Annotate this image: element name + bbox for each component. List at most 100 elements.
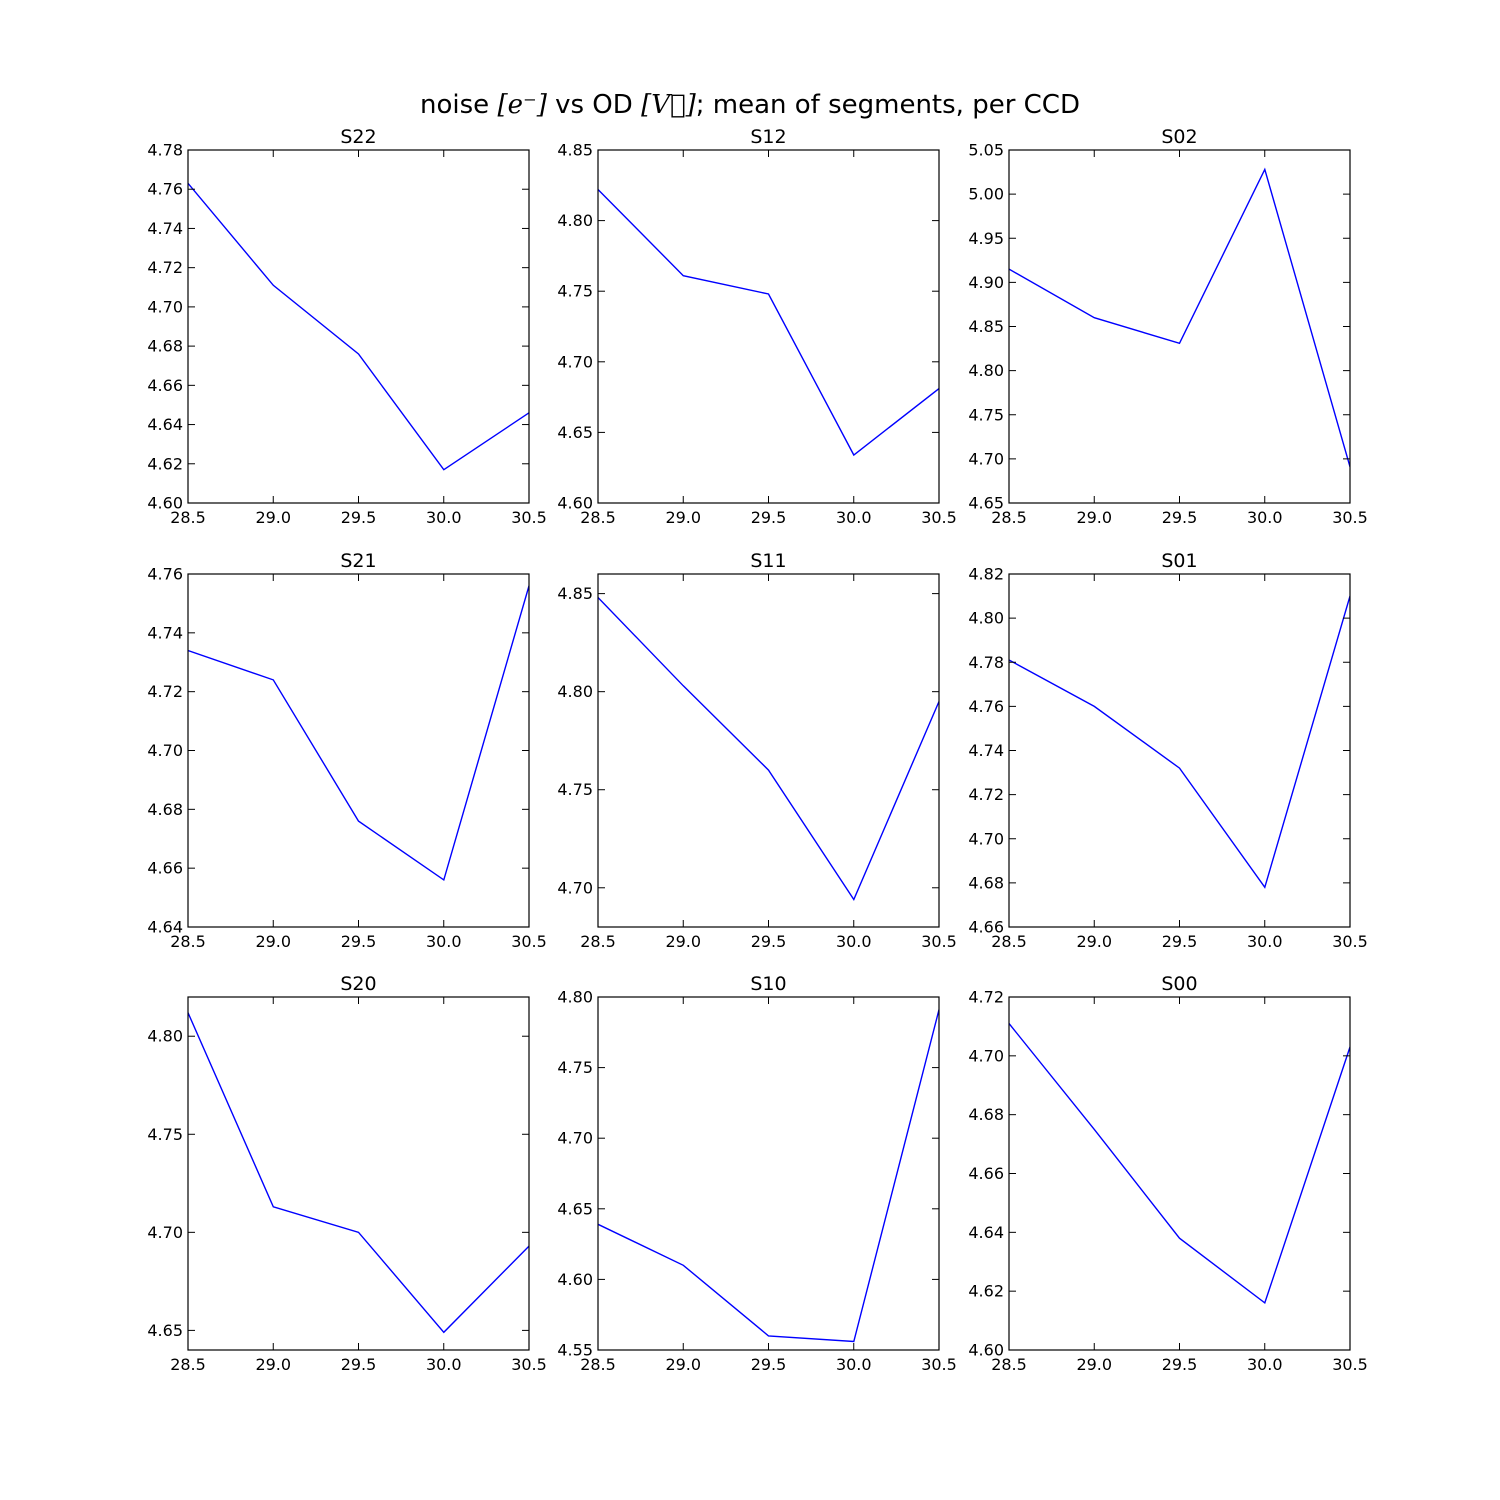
x-tick-label: 29.0 (1076, 508, 1112, 527)
y-tick-label: 4.66 (147, 859, 183, 878)
y-tick-label: 4.72 (147, 258, 183, 277)
x-tick-label: 29.5 (341, 508, 377, 527)
x-tick-label: 29.5 (751, 508, 787, 527)
x-tick-label: 28.5 (170, 932, 206, 951)
panel-s22: S22 28.5 29.0 29.5 30.0 30.5 4.60 4.62 4.64 4.66 4… (147, 126, 546, 527)
series-line (188, 585, 529, 882)
y-tick-label: 4.64 (968, 1223, 1004, 1242)
x-tick-label: 28.5 (991, 932, 1027, 951)
y-tick-label: 4.65 (557, 423, 593, 442)
y-tick-label: 4.70 (968, 829, 1004, 848)
y-tick-label: 4.76 (147, 180, 183, 199)
y-tick-label: 4.68 (968, 873, 1004, 892)
y-tick-label: 4.60 (557, 1270, 593, 1289)
y-tick-label: 4.75 (557, 780, 593, 799)
y-tick-label: 4.78 (968, 653, 1004, 672)
x-tick-label: 30.5 (921, 1355, 957, 1374)
panel-title: S20 (340, 973, 376, 995)
panel-title: S01 (1161, 550, 1197, 572)
y-tick-label: 4.66 (968, 918, 1004, 937)
x-tick-label: 30.0 (836, 1355, 872, 1374)
panel-title: S22 (340, 126, 376, 148)
y-tick-label: 4.80 (557, 682, 593, 701)
axes-frame (187, 149, 530, 504)
panel-title: S10 (750, 973, 786, 995)
y-tick-label: 4.75 (968, 405, 1004, 424)
x-tick-label: 29.0 (255, 932, 291, 951)
panel-title: S12 (750, 126, 786, 148)
y-tick-label: 4.65 (147, 1321, 183, 1340)
x-tick-label: 28.5 (991, 1355, 1027, 1374)
y-tick-label: 5.05 (968, 141, 1004, 160)
panel-s11: S11 28.5 29.0 29.5 30.0 30.5 4.70 4.75 4.80 4.85 (557, 550, 956, 951)
y-tick-label: 4.80 (557, 211, 593, 230)
series-line (188, 182, 529, 471)
x-tick-label: 30.5 (511, 1355, 547, 1374)
y-tick-label: 4.70 (968, 449, 1004, 468)
y-tick-label: 4.75 (557, 282, 593, 301)
series-line (1009, 595, 1350, 889)
x-tick-label: 28.5 (991, 508, 1027, 527)
y-tick-label: 4.85 (968, 317, 1004, 336)
panel-title: S02 (1161, 126, 1197, 148)
y-tick-label: 4.74 (968, 741, 1004, 760)
x-tick-label: 29.5 (1162, 932, 1198, 951)
x-tick-label: 30.0 (1247, 932, 1283, 951)
x-tick-label: 29.5 (1162, 1355, 1198, 1374)
y-tick-label: 4.70 (968, 1046, 1004, 1065)
title-part-volt-unit: [V⃗] (641, 90, 697, 120)
y-tick-label: 4.68 (147, 800, 183, 819)
axes-frame (1008, 573, 1351, 928)
x-tick-label: 29.0 (665, 1355, 701, 1374)
y-tick-label: 4.66 (147, 376, 183, 395)
axes-frame (597, 149, 940, 504)
panel-title: S21 (340, 550, 376, 572)
x-tick-label: 29.5 (751, 932, 787, 951)
x-tick-label: 28.5 (580, 508, 616, 527)
x-tick-label: 28.5 (170, 508, 206, 527)
x-tick-label: 30.5 (921, 508, 957, 527)
y-tick-label: 4.60 (557, 494, 593, 513)
x-tick-label: 30.0 (426, 1355, 462, 1374)
y-tick-label: 4.70 (557, 352, 593, 371)
x-tick-label: 30.5 (1332, 932, 1368, 951)
axes-frame (597, 996, 940, 1351)
y-tick-label: 4.75 (147, 1125, 183, 1144)
x-tick-label: 29.5 (1162, 508, 1198, 527)
title-part-electron-unit: [e⁻] (497, 90, 547, 120)
y-tick-label: 4.55 (557, 1341, 593, 1360)
panel-s00: S00 28.5 29.0 29.5 30.0 30.5 4.60 4.62 4.64 4.66 4… (968, 973, 1367, 1374)
y-tick-label: 4.80 (147, 1027, 183, 1046)
x-tick-label: 29.0 (665, 932, 701, 951)
y-tick-label: 4.85 (557, 141, 593, 160)
panel-s12: S12 28.5 29.0 29.5 30.0 30.5 4.60 4.65 4.70 4.75 4… (557, 126, 956, 527)
x-tick-label: 28.5 (580, 1355, 616, 1374)
y-tick-label: 4.82 (968, 565, 1004, 584)
y-tick-label: 4.70 (147, 1223, 183, 1242)
axes-frame (187, 573, 530, 928)
y-tick-label: 4.65 (557, 1199, 593, 1218)
y-tick-label: 4.80 (557, 988, 593, 1007)
y-tick-label: 4.85 (557, 584, 593, 603)
x-tick-label: 28.5 (170, 1355, 206, 1374)
y-tick-label: 4.74 (147, 623, 183, 642)
panel-title: S00 (1161, 973, 1197, 995)
y-tick-label: 4.62 (147, 454, 183, 473)
series-line (1009, 167, 1350, 467)
x-tick-label: 30.5 (511, 508, 547, 527)
series-line (598, 189, 939, 457)
y-tick-label: 4.64 (147, 918, 183, 937)
x-tick-label: 30.5 (511, 932, 547, 951)
x-tick-label: 30.5 (921, 932, 957, 951)
title-part-rest: ; mean of segments, per CCD (696, 90, 1080, 120)
x-tick-label: 28.5 (580, 932, 616, 951)
x-tick-label: 30.0 (836, 932, 872, 951)
figure-title: noise [e⁻] vs OD [V⃗]; mean of segments,… (420, 90, 1080, 120)
x-tick-label: 29.5 (341, 1355, 377, 1374)
y-tick-label: 4.60 (968, 1341, 1004, 1360)
x-tick-label: 29.5 (751, 1355, 787, 1374)
y-tick-label: 4.68 (968, 1105, 1004, 1124)
x-tick-label: 29.0 (255, 1355, 291, 1374)
y-tick-label: 5.00 (968, 185, 1004, 204)
axes-frame (1008, 149, 1351, 504)
